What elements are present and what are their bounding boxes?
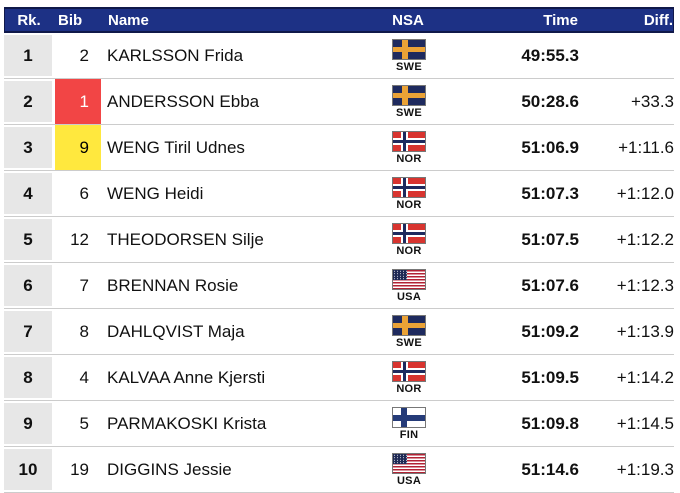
- nsa-cell: SWE: [344, 84, 474, 119]
- nsa-cell: USA: [344, 452, 474, 487]
- athlete-name: BRENNAN Rosie: [107, 275, 239, 295]
- flag-norway-icon: [392, 176, 426, 198]
- bib-cell: 12: [70, 229, 89, 249]
- athlete-name: DAHLQVIST Maja: [107, 321, 245, 341]
- nsa-cell: FIN: [344, 406, 474, 441]
- header-diff: Diff.: [643, 11, 673, 29]
- athlete-name: KALVAA Anne Kjersti: [107, 367, 266, 387]
- header-rank: Rk.: [17, 11, 41, 29]
- nsa-code: NOR: [396, 244, 422, 257]
- table-row: 2 1 ANDERSSON Ebba SWE 50:28.6 +33.3: [4, 79, 674, 125]
- nsa-code: SWE: [396, 60, 422, 73]
- athlete-name: THEODORSEN Silje: [107, 229, 264, 249]
- time-cell: 51:09.8: [521, 413, 579, 433]
- athlete-name: KARLSSON Frida: [107, 45, 244, 65]
- flag-finland-icon: [392, 406, 426, 428]
- rank-cell: 6: [4, 263, 52, 308]
- flag-usa-icon: [392, 268, 426, 290]
- diff-cell: +1:12.0: [616, 183, 674, 203]
- table-row: 6 7 BRENNAN Rosie USA 51:07.6 +1:12.3: [4, 263, 674, 309]
- time-cell: 51:14.6: [521, 459, 579, 479]
- flag-norway-icon: [392, 130, 426, 152]
- nsa-code: SWE: [396, 336, 422, 349]
- flag-sweden-icon: [392, 38, 426, 60]
- time-cell: 50:28.6: [521, 91, 579, 111]
- diff-cell: +1:11.6: [618, 137, 674, 157]
- nsa-cell: USA: [344, 268, 474, 303]
- diff-cell: +1:14.2: [616, 367, 674, 387]
- nsa-cell: NOR: [344, 360, 474, 395]
- rank-cell: 5: [4, 217, 52, 262]
- bib-cell: 5: [79, 413, 89, 433]
- bib-cell: 4: [79, 367, 89, 387]
- nsa-cell: SWE: [344, 38, 474, 73]
- time-cell: 51:09.2: [521, 321, 579, 341]
- bib-cell: 9: [55, 125, 101, 170]
- header-time: Time: [543, 11, 578, 29]
- nsa-code: FIN: [399, 428, 419, 441]
- nsa-code: USA: [396, 474, 422, 487]
- nsa-cell: NOR: [344, 222, 474, 257]
- rank-cell: 8: [4, 355, 52, 400]
- header-bib: Bib: [58, 11, 83, 29]
- nsa-code: USA: [396, 290, 422, 303]
- bib-cell: 1: [55, 79, 101, 124]
- results-table: Rk. Bib Name NSA Time Diff. 1 2 KARLSSON…: [4, 7, 674, 493]
- results-body: 1 2 KARLSSON Frida SWE 49:55.3 2 1 ANDER…: [4, 33, 674, 493]
- time-cell: 51:07.3: [521, 183, 579, 203]
- nsa-cell: SWE: [344, 314, 474, 349]
- rank-cell: 4: [4, 171, 52, 216]
- nsa-code: NOR: [396, 152, 422, 165]
- rank-cell: 2: [4, 79, 52, 124]
- table-row: 7 8 DAHLQVIST Maja SWE 51:09.2 +1:13.9: [4, 309, 674, 355]
- table-row: 3 9 WENG Tiril Udnes NOR 51:06.9 +1:11.6: [4, 125, 674, 171]
- nsa-cell: NOR: [344, 176, 474, 211]
- athlete-name: PARMAKOSKI Krista: [107, 413, 267, 433]
- bib-cell: 7: [79, 275, 89, 295]
- rank-cell: 7: [4, 309, 52, 354]
- rank-cell: 3: [4, 125, 52, 170]
- diff-cell: +1:12.2: [616, 229, 674, 249]
- athlete-name: WENG Heidi: [107, 183, 204, 203]
- diff-cell: +1:14.5: [616, 413, 674, 433]
- table-row: 8 4 KALVAA Anne Kjersti NOR 51:09.5 +1:1…: [4, 355, 674, 401]
- athlete-name: ANDERSSON Ebba: [107, 91, 260, 111]
- results-header-row: Rk. Bib Name NSA Time Diff.: [4, 7, 674, 33]
- table-row: 10 19 DIGGINS Jessie USA 51:14.6 +1:19.3: [4, 447, 674, 493]
- diff-cell: +33.3: [630, 91, 674, 111]
- header-nsa: NSA: [392, 11, 424, 29]
- rank-cell: 1: [4, 33, 52, 78]
- table-row: 5 12 THEODORSEN Silje NOR 51:07.5 +1:12.…: [4, 217, 674, 263]
- rank-cell: 10: [4, 447, 52, 492]
- nsa-cell: NOR: [344, 130, 474, 165]
- header-name: Name: [108, 11, 149, 29]
- athlete-name: WENG Tiril Udnes: [107, 137, 245, 157]
- time-cell: 51:07.6: [521, 275, 579, 295]
- bib-cell: 19: [70, 459, 89, 479]
- nsa-code: NOR: [396, 382, 422, 395]
- diff-cell: +1:19.3: [616, 459, 674, 479]
- athlete-name: DIGGINS Jessie: [107, 459, 232, 479]
- bib-cell: 6: [79, 183, 89, 203]
- table-row: 4 6 WENG Heidi NOR 51:07.3 +1:12.0: [4, 171, 674, 217]
- rank-cell: 9: [4, 401, 52, 446]
- flag-norway-icon: [392, 360, 426, 382]
- flag-sweden-icon: [392, 314, 426, 336]
- time-cell: 51:06.9: [521, 137, 579, 157]
- bib-cell: 2: [79, 45, 89, 65]
- nsa-code: SWE: [396, 106, 422, 119]
- flag-norway-icon: [392, 222, 426, 244]
- time-cell: 51:07.5: [521, 229, 579, 249]
- diff-cell: +1:13.9: [616, 321, 674, 341]
- diff-cell: +1:12.3: [616, 275, 674, 295]
- flag-usa-icon: [392, 452, 426, 474]
- table-row: 9 5 PARMAKOSKI Krista FIN 51:09.8 +1:14.…: [4, 401, 674, 447]
- time-cell: 49:55.3: [521, 45, 579, 65]
- flag-sweden-icon: [392, 84, 426, 106]
- nsa-code: NOR: [396, 198, 422, 211]
- bib-cell: 8: [79, 321, 89, 341]
- time-cell: 51:09.5: [521, 367, 579, 387]
- table-row: 1 2 KARLSSON Frida SWE 49:55.3: [4, 33, 674, 79]
